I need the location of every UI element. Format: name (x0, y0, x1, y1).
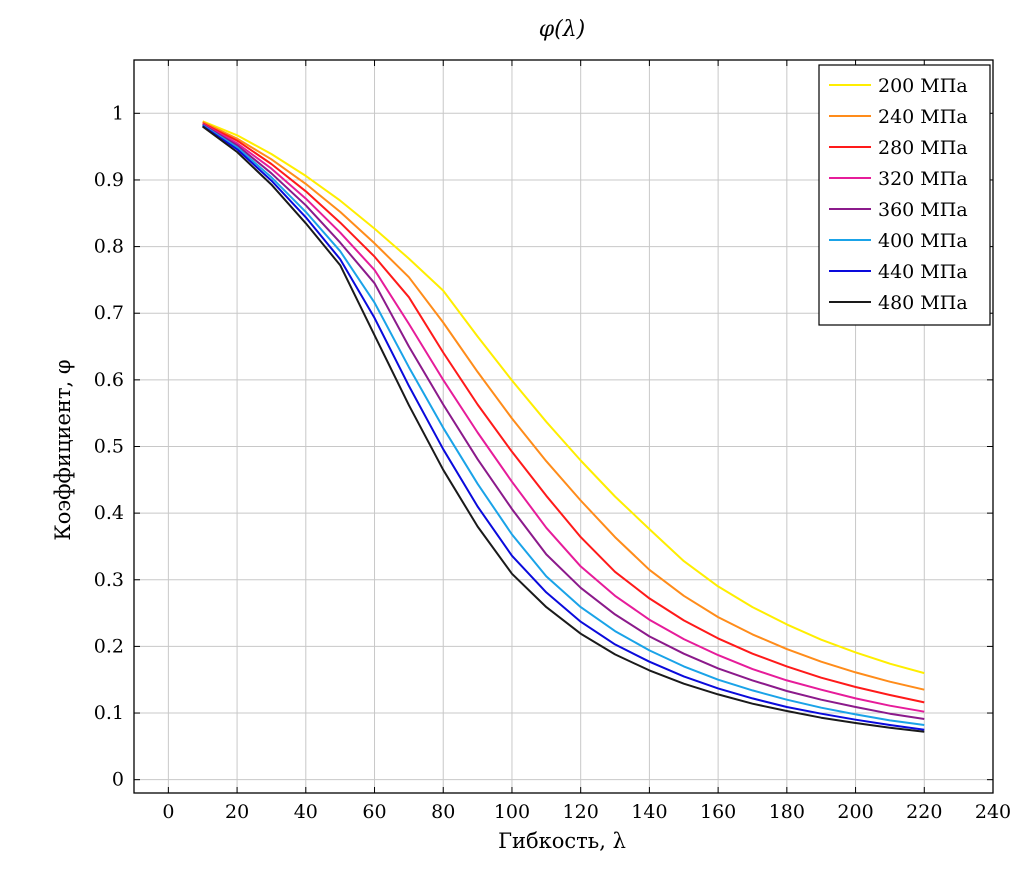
legend-label: 440 МПа (878, 261, 968, 283)
y-tick-label: 0.6 (94, 369, 124, 391)
x-tick-label: 100 (494, 801, 530, 823)
plot-frame (133, 59, 994, 794)
series-line-360-МПа (202, 123, 925, 720)
y-tick-label: 0 (112, 769, 124, 791)
legend-label: 400 МПа (878, 230, 968, 252)
y-tick-label: 0.3 (94, 569, 124, 591)
y-tick-label: 0.7 (94, 302, 124, 324)
series-line-200-МПа (202, 120, 925, 675)
x-tick-label: 200 (837, 801, 873, 823)
y-tick-label: 0.2 (94, 635, 124, 657)
series-line-240-МПа (202, 121, 925, 691)
series-line-440-МПа (202, 125, 925, 731)
x-tick-label: 160 (700, 801, 736, 823)
y-tick-label: 1 (112, 102, 124, 124)
series-line-480-МПа (202, 125, 925, 733)
x-tick-label: 140 (631, 801, 667, 823)
y-tick-label: 0.5 (94, 435, 124, 457)
series-line-400-МПа (202, 124, 925, 726)
y-tick-label: 0.8 (94, 236, 124, 258)
y-tick-label: 0.4 (94, 502, 124, 524)
x-tick-label: 80 (431, 801, 455, 823)
series-line-280-МПа (202, 122, 925, 704)
x-tick-label: 0 (162, 801, 174, 823)
legend-label: 480 МПа (878, 292, 968, 314)
series-line-320-МПа (202, 123, 925, 713)
legend-label: 280 МПа (878, 137, 968, 159)
legend: 200 МПа 240 МПа 280 МПа 320 МПа 360 МПа 400 М… (818, 64, 991, 326)
legend-label: 320 МПа (878, 168, 968, 190)
legend-box (818, 64, 991, 326)
y-tick-label: 0.1 (94, 702, 124, 724)
legend-label: 240 МПа (878, 106, 968, 128)
y-axis-label: Коэффициент, φ (51, 359, 75, 540)
legend-label: 360 МПа (878, 199, 968, 221)
y-tick-label: 0.9 (94, 169, 124, 191)
x-tick-label: 60 (362, 801, 386, 823)
axis-ticks: 0 20 40 60 80 100 120 140 160 180 200 220 240 0 0.1 0.2… (94, 60, 1011, 823)
x-tick-label: 180 (769, 801, 805, 823)
x-tick-label: 40 (294, 801, 318, 823)
x-axis-label: Гибкость, λ (498, 829, 626, 853)
legend-label: 200 МПа (878, 75, 968, 97)
x-tick-label: 240 (975, 801, 1011, 823)
x-tick-label: 220 (906, 801, 942, 823)
chart-title: φ(λ) (539, 17, 586, 42)
x-tick-label: 120 (563, 801, 599, 823)
x-tick-label: 20 (225, 801, 249, 823)
series-group (202, 120, 925, 733)
